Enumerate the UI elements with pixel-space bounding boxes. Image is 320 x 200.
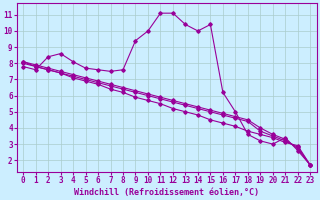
X-axis label: Windchill (Refroidissement éolien,°C): Windchill (Refroidissement éolien,°C) <box>74 188 259 197</box>
